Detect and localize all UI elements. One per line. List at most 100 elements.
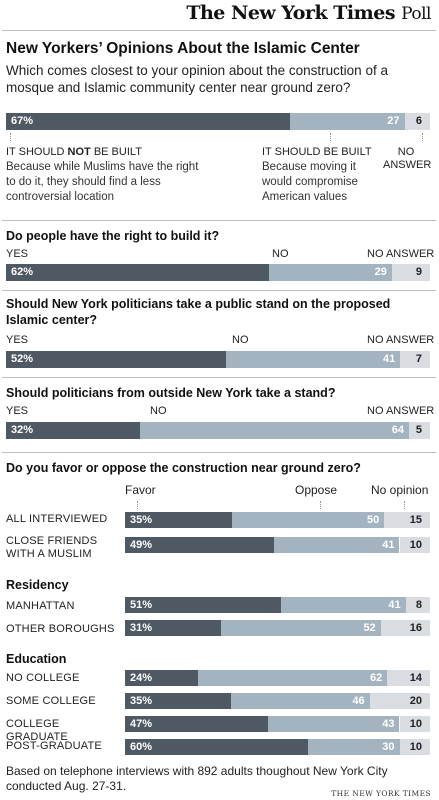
page-subtitle: Which comes closest to your opinion abou… (6, 63, 388, 95)
data-label: 30 (382, 741, 395, 753)
data-label: 46 (352, 695, 365, 707)
data-label: 51% (130, 599, 153, 611)
q1-label-built: IT SHOULD BE BUILT (262, 146, 372, 158)
data-label: 10 (409, 539, 422, 551)
bar-segment-mid: 43 (268, 716, 400, 732)
data-label: 6 (415, 115, 422, 127)
data-label: 8 (415, 599, 422, 611)
divider (2, 452, 436, 453)
bar-segment-mid: 50 (231, 512, 385, 528)
data-label: 62 (370, 672, 383, 684)
q5-header-favor: Favor (125, 483, 156, 497)
data-label: 52 (363, 622, 376, 634)
divider (2, 377, 436, 378)
q5-leader-dots (404, 501, 405, 509)
bar-segment-dark: 62% (6, 264, 269, 281)
q2-bar: 62% 29 9 (6, 264, 430, 281)
page-title: New Yorkers’ Opinions About the Islamic … (6, 40, 360, 57)
q3-label-no-answer: NO ANSWER (367, 334, 435, 346)
bar-segment-light: 7 (400, 351, 430, 368)
q4-label-yes: YES (6, 405, 29, 417)
q1-leader-dots (422, 133, 423, 141)
header-divider (2, 30, 436, 31)
data-label: 32% (11, 424, 34, 436)
bar-segment-light: 20 (369, 693, 430, 709)
bar-segment-mid: 41 (226, 351, 401, 368)
data-label: 64 (391, 424, 404, 436)
bar-segment-light: 10 (399, 716, 430, 732)
q5-row-label-no-college: NO COLLEGE (6, 672, 80, 684)
nyt-poll-logo: The New York Times Poll (186, 2, 431, 24)
data-label: 10 (409, 741, 422, 753)
q5-bar-no-college: 24% 62 14 (125, 670, 430, 686)
q5-question: Do you favor or oppose the construction … (6, 461, 361, 475)
data-label: 35% (130, 695, 153, 707)
q2-question: Do people have the right to build it? (6, 229, 220, 243)
bar-segment-dark: 49% (125, 537, 275, 553)
data-label: 52% (11, 353, 34, 365)
data-label: 10 (409, 718, 422, 730)
data-label: 29 (374, 266, 387, 278)
bar-segment-light: 14 (387, 670, 430, 686)
data-label: 67% (11, 115, 34, 127)
bar-segment-light: 9 (391, 264, 430, 281)
data-label: 20 (409, 695, 422, 707)
bar-segment-dark: 32% (6, 422, 141, 439)
bar-segment-mid: 27 (290, 113, 405, 130)
footnote: Based on telephone interviews with 892 a… (6, 764, 388, 793)
divider (2, 220, 436, 221)
bar-segment-mid: 41 (274, 537, 400, 553)
bar-segment-light: 10 (399, 739, 430, 755)
q1-leader-dots (10, 133, 11, 141)
q4-bar: 32% 64 5 (6, 422, 430, 439)
bar-segment-mid: 46 (230, 693, 370, 709)
brand-suffix: Poll (401, 4, 431, 24)
q5-bar-some-college: 35% 46 20 (125, 693, 430, 709)
bar-segment-mid: 30 (308, 739, 400, 755)
q1-desc-built: Because moving it would compromise Ameri… (262, 161, 358, 203)
bar-segment-mid: 41 (280, 597, 406, 613)
bar-segment-dark: 67% (6, 113, 291, 130)
bar-segment-dark: 52% (6, 351, 227, 368)
data-label: 50 (367, 514, 380, 526)
bar-segment-dark: 35% (125, 512, 232, 528)
q5-header-oppose: Oppose (295, 483, 338, 497)
q1-desc-not-built: Because while Muslims have the right to … (6, 161, 199, 203)
q1-label-no-answer: NO ANSWER (383, 146, 432, 171)
q5-row-label-manhattan: MANHATTAN (6, 600, 75, 612)
data-label: 9 (415, 266, 422, 278)
q5-bar-college-graduate: 47% 43 10 (125, 716, 430, 732)
q1-bar: 67% 27 6 (6, 113, 430, 130)
q4-label-no-answer: NO ANSWER (367, 405, 435, 417)
bar-segment-dark: 24% (125, 670, 199, 686)
q5-header-no-opinion: No opinion (371, 483, 429, 497)
data-label: 7 (415, 353, 422, 365)
q5-bar-all: 35% 50 15 (125, 512, 430, 528)
data-label: 35% (130, 514, 153, 526)
q3-label-no: NO (232, 334, 249, 346)
bar-segment-light: 10 (399, 537, 430, 553)
brand-name: The New York Times (186, 2, 396, 24)
q3-label-yes: YES (6, 334, 29, 346)
q5-leader-dots (320, 501, 321, 509)
q5-row-label-friends: CLOSE FRIENDS WITH A MUSLIM (6, 535, 98, 560)
data-label: 5 (415, 424, 422, 436)
q1-leader-dots (330, 133, 331, 141)
data-label: 31% (130, 622, 153, 634)
data-label: 41 (388, 599, 401, 611)
data-label: 41 (383, 353, 396, 365)
data-label: 15 (409, 514, 422, 526)
q4-question: Should politicians from outside New York… (6, 386, 336, 400)
credit: THE NEW YORK TIMES (331, 789, 431, 798)
data-label: 43 (382, 718, 395, 730)
data-label: 14 (409, 672, 422, 684)
q5-row-label-other: OTHER BOROUGHS (6, 623, 115, 635)
data-label: 47% (130, 718, 153, 730)
divider (2, 290, 436, 291)
data-label: 49% (130, 539, 153, 551)
bar-segment-dark: 31% (125, 620, 221, 636)
bar-segment-light: 6 (404, 113, 430, 130)
q5-row-label-all: ALL INTERVIEWED (6, 513, 108, 525)
q2-label-no-answer: NO ANSWER (367, 248, 435, 260)
data-label: 27 (387, 115, 400, 127)
